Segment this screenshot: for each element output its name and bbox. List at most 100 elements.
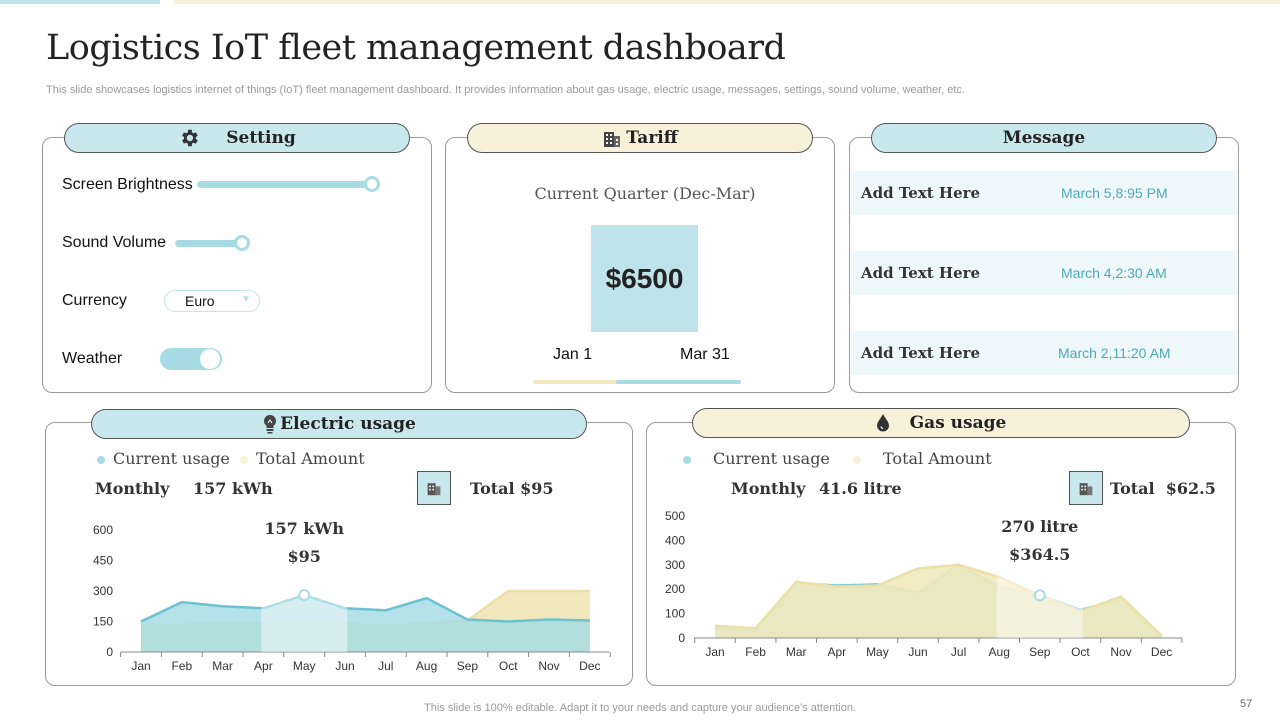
x-tick-label: Jan xyxy=(705,645,724,659)
legend-dot-current xyxy=(97,455,105,464)
y-tick-label: 300 xyxy=(665,558,685,572)
y-tick-label: 150 xyxy=(93,615,113,629)
gear-icon xyxy=(182,129,198,147)
footer-note: This slide is 100% editable. Adapt it to… xyxy=(424,702,856,714)
message-item[interactable]: Add Text Here March 2,11:20 AM xyxy=(851,331,1237,375)
electric-title: Electric usage xyxy=(280,414,416,434)
electric-monthly-value: 157 kWh xyxy=(193,479,273,498)
x-tick-label: Jun xyxy=(335,659,354,673)
tariff-title: Tariff xyxy=(626,128,678,148)
weather-label: Weather xyxy=(62,350,123,367)
y-tick-label: 500 xyxy=(665,509,685,523)
tariff-amount-box: $6500 xyxy=(591,225,698,332)
message-title: Message xyxy=(1002,128,1086,148)
gas-legend-current: Current usage xyxy=(683,449,830,468)
y-tick-label: 0 xyxy=(106,645,113,659)
electric-monthly-label: Monthly xyxy=(95,479,170,498)
x-tick-label: Dec xyxy=(1151,645,1172,659)
highlight-value-1: 157 kWh xyxy=(264,519,344,538)
tariff-header: Tariff xyxy=(467,123,813,153)
x-tick-label: Apr xyxy=(254,659,273,673)
y-tick-label: 400 xyxy=(665,533,685,547)
electric-legend-total: Total Amount xyxy=(240,449,365,468)
message-text: Add Text Here xyxy=(861,184,981,202)
building-icon xyxy=(1079,483,1093,496)
message-date: March 5,8:95 PM xyxy=(1061,185,1168,201)
building-icon xyxy=(604,132,621,147)
currency-dropdown[interactable]: Euro ▼ xyxy=(164,290,260,312)
tariff-period: Current Quarter (Dec-Mar) xyxy=(534,184,756,203)
y-tick-label: 0 xyxy=(678,631,685,645)
x-tick-label: Feb xyxy=(171,659,192,673)
electric-header: Electric usage xyxy=(91,409,587,439)
y-tick-label: 200 xyxy=(665,582,685,596)
building-icon xyxy=(427,483,441,496)
toggle-knob xyxy=(200,349,220,369)
x-tick-label: Aug xyxy=(989,645,1010,659)
x-tick-label: Apr xyxy=(827,645,846,659)
setting-title: Setting xyxy=(226,128,296,148)
gas-total: Total $62.5 xyxy=(1110,479,1216,498)
series-line-total xyxy=(714,563,1163,637)
brightness-slider-handle[interactable] xyxy=(364,176,380,192)
highlight-point[interactable] xyxy=(1033,589,1046,602)
gas-total-icon-box xyxy=(1069,471,1103,505)
series-line-current xyxy=(140,593,590,623)
message-item[interactable]: Add Text Here March 5,8:95 PM xyxy=(851,171,1237,215)
chevron-down-icon: ▼ xyxy=(241,294,251,305)
tariff-progress-fill xyxy=(616,380,741,384)
y-tick-label: 450 xyxy=(93,554,113,568)
x-tick-label: Oct xyxy=(1071,645,1090,659)
page-title: Logistics IoT fleet management dashboard xyxy=(46,28,786,68)
message-header: Message xyxy=(871,123,1217,153)
highlight-column xyxy=(996,510,1083,638)
gas-monthly-label: Monthly xyxy=(731,479,806,498)
x-tick-label: Dec xyxy=(579,659,600,673)
x-tick-label: May xyxy=(293,659,316,673)
x-tick-label: Aug xyxy=(416,659,437,673)
legend-dot-current xyxy=(683,455,691,464)
electric-legend-current: Current usage xyxy=(97,449,230,468)
brightness-label: Screen Brightness xyxy=(62,176,193,193)
electric-total: Total $95 xyxy=(470,479,554,498)
top-accent-bar xyxy=(0,0,160,4)
currency-label: Currency xyxy=(62,292,127,309)
x-tick-label: Mar xyxy=(212,659,233,673)
highlight-value-1: 270 litre xyxy=(1001,517,1078,536)
message-text: Add Text Here xyxy=(861,264,981,282)
volume-label: Sound Volume xyxy=(62,234,167,251)
x-tick-label: Jan xyxy=(131,659,150,673)
legend-dot-total xyxy=(853,455,861,464)
x-tick-label: Jul xyxy=(378,659,393,673)
x-tick-label: Sep xyxy=(1029,645,1051,659)
highlight-value-2: $364.5 xyxy=(1009,545,1070,564)
gas-monthly-value: 41.6 litre xyxy=(819,479,902,498)
x-tick-label: Nov xyxy=(1110,645,1131,659)
tariff-start-date: Jan 1 xyxy=(553,346,593,363)
series-area-current xyxy=(141,595,590,652)
x-tick-label: Oct xyxy=(499,659,518,673)
volume-slider-handle[interactable] xyxy=(234,235,250,251)
top-accent-bar-secondary xyxy=(174,0,1280,4)
x-tick-label: Nov xyxy=(538,659,559,673)
currency-value: Euro xyxy=(185,293,215,309)
highlight-point[interactable] xyxy=(298,589,311,602)
x-tick-label: Feb xyxy=(745,645,766,659)
message-date: March 2,11:20 AM xyxy=(1058,345,1171,361)
gas-legend-total: Total Amount xyxy=(853,449,992,468)
y-tick-label: 600 xyxy=(93,523,113,537)
highlight-value-2: $95 xyxy=(287,547,320,566)
x-tick-label: May xyxy=(866,645,889,659)
message-date: March 4,2:30 AM xyxy=(1061,265,1167,281)
weather-toggle[interactable] xyxy=(160,348,222,370)
tariff-end-date: Mar 31 xyxy=(680,346,730,363)
page-number: 57 xyxy=(1240,698,1253,710)
brightness-slider[interactable] xyxy=(197,181,369,188)
electric-chart: 0 150 300 450 600 Jan Feb Mar Apr May Jun Jul Aug Sep… xyxy=(93,512,611,673)
message-item[interactable]: Add Text Here March 4,2:30 AM xyxy=(851,251,1237,295)
series-area-total xyxy=(715,564,1162,638)
legend-dot-total xyxy=(240,455,248,464)
gas-panel xyxy=(646,422,1236,686)
volume-slider[interactable] xyxy=(175,240,241,247)
gas-header: Gas usage xyxy=(692,408,1190,438)
